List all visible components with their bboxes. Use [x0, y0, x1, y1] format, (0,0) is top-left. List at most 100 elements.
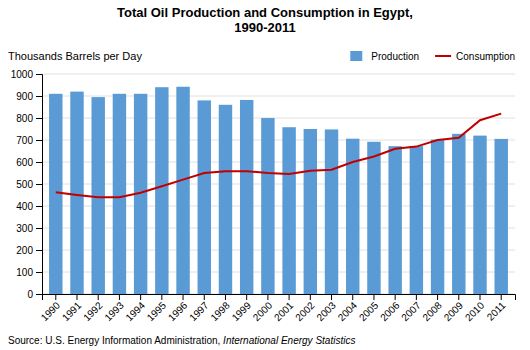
marks — [49, 87, 508, 294]
tick-label: 2011 — [485, 299, 508, 322]
tick-mark — [310, 294, 311, 300]
tick: 1998 — [208, 294, 232, 323]
tick-label: 2008 — [420, 299, 444, 323]
legend: Production Consumption — [350, 51, 515, 62]
tick-label: 300 — [16, 223, 33, 234]
tick-label: 200 — [16, 245, 33, 256]
tick-mark — [373, 294, 374, 300]
tick-mark — [76, 294, 77, 300]
tick: 600 — [16, 157, 42, 168]
tick-mark — [36, 96, 42, 97]
tick: 1993 — [102, 294, 126, 323]
tick-mark — [36, 74, 42, 75]
tick-mark — [55, 294, 56, 300]
bar — [261, 118, 274, 294]
tick: 2011 — [485, 294, 508, 323]
tick: 1000 — [11, 69, 42, 80]
grid — [42, 74, 515, 294]
tick-label: 2003 — [314, 299, 338, 323]
title: Total Oil Production and Consumption in … — [117, 5, 413, 35]
plot: 0100200300400500600700800900100019901991… — [11, 69, 516, 323]
tick-mark — [395, 294, 396, 300]
source-part: International Energy Statistics — [223, 335, 355, 346]
tick: 2006 — [378, 294, 402, 323]
tick-mark — [458, 294, 459, 300]
tick-mark — [183, 294, 184, 300]
tick-label: 1996 — [166, 299, 190, 323]
tick: 1990 — [39, 294, 63, 323]
tick-label: 2005 — [357, 299, 381, 323]
tick: 1995 — [145, 294, 169, 323]
bar — [388, 146, 401, 294]
tick: 2005 — [357, 294, 381, 323]
bar — [198, 100, 211, 294]
tick-label: 600 — [16, 157, 33, 168]
bar — [176, 87, 189, 294]
y-axis: 01002003004005006007008009001000 — [11, 69, 43, 300]
tick-mark — [246, 294, 247, 300]
axis-line — [36, 75, 43, 295]
tick-mark — [161, 294, 162, 300]
tick-label: 2009 — [442, 299, 466, 323]
legend-label: Consumption — [456, 51, 515, 62]
source: Source: U.S. Energy Information Administ… — [8, 335, 355, 346]
x-axis: 1990199119921993199419951996199719981999… — [39, 294, 516, 323]
bar — [494, 139, 507, 294]
tick-label: 1994 — [123, 299, 147, 323]
tick-mark — [204, 294, 205, 300]
tick-mark — [36, 294, 42, 295]
tick: 2004 — [336, 294, 360, 323]
tick-label: 100 — [16, 267, 33, 278]
bar — [282, 127, 295, 294]
tick-label: 1997 — [187, 299, 211, 323]
tick-label: 2006 — [378, 299, 402, 323]
tick-label: 1998 — [208, 299, 232, 323]
line — [56, 114, 501, 198]
tick-mark — [98, 294, 99, 300]
tick-label: 1995 — [145, 299, 169, 323]
bar — [367, 142, 380, 294]
tick-label: 1990 — [39, 299, 63, 323]
tick-mark — [501, 294, 502, 300]
tick-label: 1993 — [102, 299, 126, 323]
bar — [431, 140, 444, 294]
tick-label: 2007 — [399, 299, 423, 323]
tick-label: 400 — [16, 201, 33, 212]
tick-mark — [437, 294, 438, 300]
tick: 1992 — [81, 294, 105, 323]
tick-label: 1999 — [230, 299, 254, 323]
tick-mark — [352, 294, 353, 300]
tick-mark — [289, 294, 290, 300]
tick: 100 — [16, 267, 42, 278]
legend-swatch — [350, 51, 362, 61]
tick-label: 2004 — [336, 299, 360, 323]
legend-label: Production — [371, 51, 419, 62]
tick-label: 2001 — [272, 299, 296, 323]
tick: 2007 — [399, 294, 423, 323]
source-part: Source: U.S. Energy Information Administ… — [8, 335, 223, 346]
tick-label: 1000 — [11, 69, 34, 80]
tick: 2002 — [293, 294, 317, 323]
legend-swatch — [435, 55, 451, 57]
tick: 900 — [16, 91, 42, 102]
tick-label: 800 — [16, 113, 33, 124]
tick-mark — [36, 272, 42, 273]
tick-mark — [267, 294, 268, 300]
tick-mark — [331, 294, 332, 300]
tick: 1999 — [230, 294, 254, 323]
tick-mark — [36, 184, 42, 185]
tick: 800 — [16, 113, 42, 124]
bar — [113, 94, 126, 294]
bar — [452, 134, 465, 294]
tick: 0 — [27, 289, 42, 300]
tick-label: 2002 — [293, 299, 317, 323]
tick-label: 500 — [16, 179, 33, 190]
tick-mark — [36, 206, 42, 207]
bar-series — [49, 87, 508, 294]
tick: 2001 — [272, 294, 296, 323]
chart: Total Oil Production and Consumption in … — [0, 0, 530, 350]
axis-line — [43, 295, 516, 301]
bar — [473, 136, 486, 294]
tick: 2010 — [463, 294, 487, 323]
tick: 1996 — [166, 294, 190, 323]
